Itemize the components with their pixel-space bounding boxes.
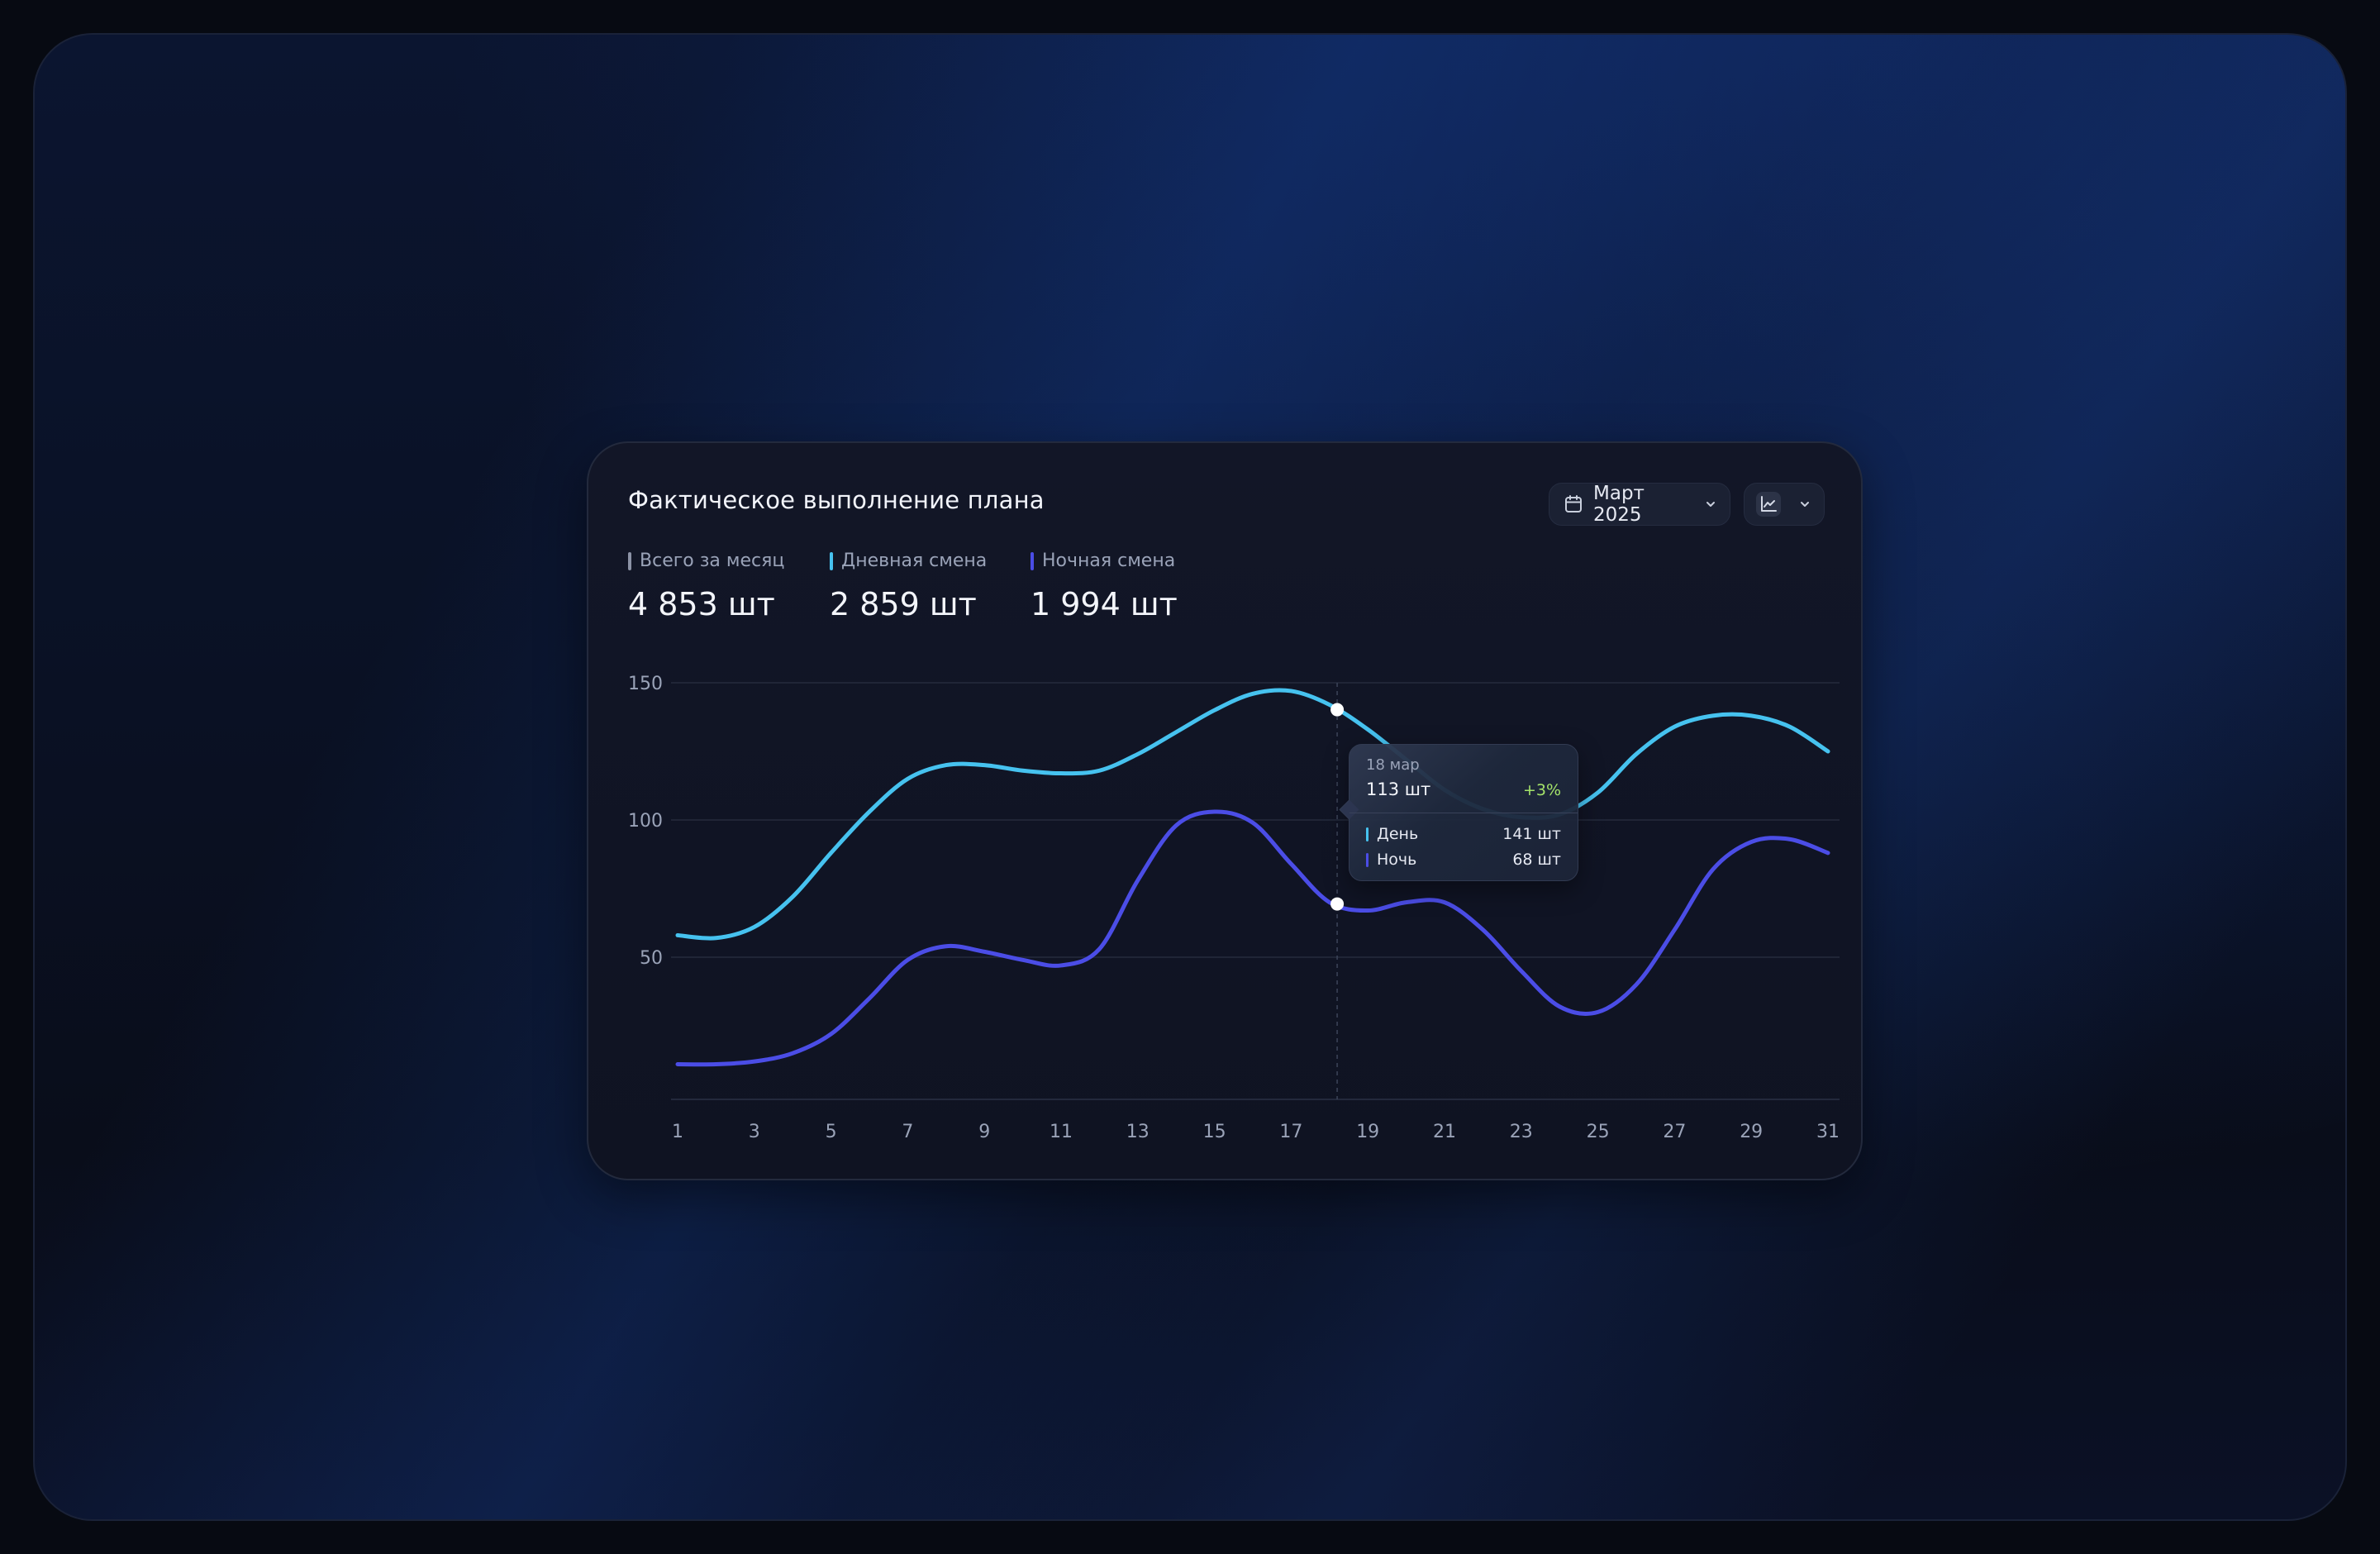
line-chart-icon: [1756, 492, 1781, 517]
hover-point: [1330, 703, 1345, 717]
tooltip-row-day-label: День: [1377, 825, 1419, 843]
stat-night-label: Ночная смена: [1042, 551, 1176, 571]
tooltip-row-day: День 141 шт: [1366, 823, 1561, 845]
stat-day-label: Дневная смена: [841, 551, 988, 571]
y-tick-label: 50: [640, 948, 663, 969]
x-tick-label: 7: [902, 1122, 913, 1142]
tooltip-marker-day: [1366, 827, 1368, 841]
stat-night-value: 1 994 шт: [1031, 586, 1178, 622]
stat-day-value: 2 859 шт: [830, 586, 977, 622]
tooltip-marker-night: [1366, 852, 1368, 867]
y-tick-label: 100: [628, 811, 663, 832]
x-tick-label: 31: [1816, 1122, 1840, 1142]
stat-total: Всего за месяц 4 853 шт: [628, 551, 784, 622]
x-tick-label: 25: [1587, 1122, 1610, 1142]
calendar-icon: [1561, 492, 1585, 517]
card-title: Фактическое выполнение плана: [628, 486, 1045, 514]
x-tick-label: 15: [1203, 1122, 1226, 1142]
month-selector-label: Март 2025: [1593, 483, 1645, 526]
legend-marker-night: [1031, 551, 1034, 570]
tooltip-row-night: Ночь 68 шт: [1366, 849, 1561, 870]
chevron-down-icon: [1704, 497, 1718, 512]
x-tick-label: 23: [1510, 1122, 1533, 1142]
tooltip-date: 18 мар: [1366, 756, 1420, 774]
series-line-day: [675, 688, 1830, 941]
series-line-night: [675, 809, 1830, 1067]
tooltip-row-night-value: 68 шт: [1512, 851, 1561, 869]
x-tick-label: 9: [978, 1122, 990, 1142]
x-tick-label: 11: [1050, 1122, 1073, 1142]
stat-total-value: 4 853 шт: [628, 586, 775, 622]
tooltip-row-day-value: 141 шт: [1502, 825, 1561, 843]
x-tick-label: 13: [1126, 1122, 1150, 1142]
tooltip-delta: +3%: [1522, 781, 1561, 799]
y-tick-label: 150: [628, 674, 663, 694]
stat-day: Дневная смена 2 859 шт: [830, 551, 987, 622]
x-tick-label: 19: [1356, 1122, 1379, 1142]
x-tick-label: 5: [826, 1122, 837, 1142]
chevron-down-icon: [1797, 497, 1812, 512]
stat-night: Ночная смена 1 994 шт: [1031, 551, 1178, 622]
tooltip-row-night-label: Ночь: [1377, 851, 1417, 869]
hover-point: [1330, 897, 1345, 911]
legend-marker-day: [830, 551, 833, 570]
x-tick-label: 29: [1740, 1122, 1763, 1142]
x-tick-label: 27: [1663, 1122, 1686, 1142]
x-tick-label: 17: [1279, 1122, 1302, 1142]
tooltip-total: 113 шт: [1366, 779, 1431, 799]
x-tick-label: 21: [1433, 1122, 1456, 1142]
legend-marker-total: [628, 551, 631, 570]
month-selector[interactable]: Март 2025: [1549, 483, 1730, 526]
chart-type-selector[interactable]: [1744, 483, 1825, 526]
x-tick-label: 3: [749, 1122, 760, 1142]
stat-total-label: Всего за месяц: [640, 551, 785, 571]
background-frame: Фактическое выполнение плана Март 2025: [33, 33, 2347, 1521]
chart-tooltip: 18 мар 113 шт +3% День 141 шт Ночь 68 шт: [1349, 744, 1578, 881]
plan-chart-card: Фактическое выполнение плана Март 2025: [587, 441, 1863, 1180]
x-tick-label: 1: [672, 1122, 683, 1142]
